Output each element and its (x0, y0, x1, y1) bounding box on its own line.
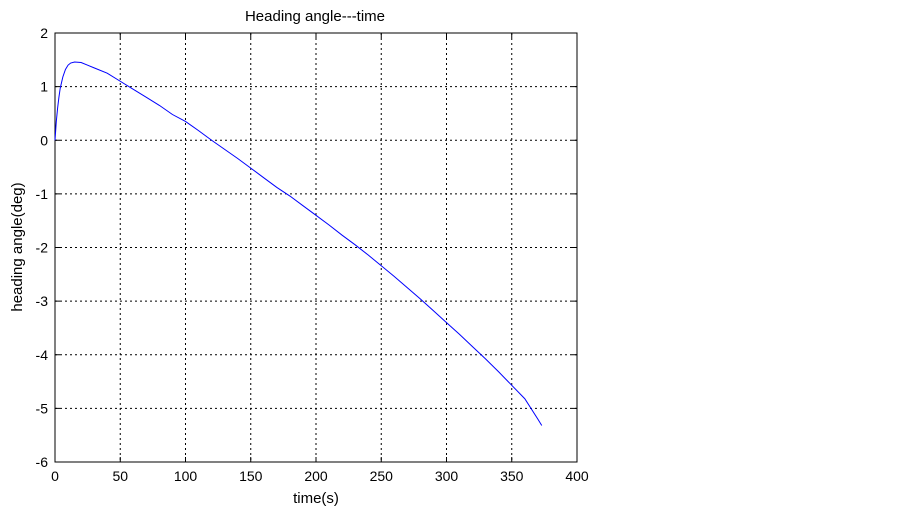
y-tick-label: 0 (40, 132, 48, 148)
x-tick-label: 250 (370, 468, 394, 484)
axis-ticks (54, 32, 578, 463)
series-layer (54, 61, 543, 426)
x-tick-label: 150 (239, 468, 263, 484)
x-tick-label: 300 (435, 468, 459, 484)
chart-title: Heading angle---time (245, 8, 385, 25)
x-tick-label: 350 (500, 468, 524, 484)
y-tick-label: -6 (36, 454, 49, 470)
y-tick-label: -2 (36, 240, 49, 256)
y-tick-label: 2 (40, 25, 48, 41)
x-tick-labels: 0 50 100 150 200 250 300 350 400 (51, 468, 589, 484)
y-tick-label: -3 (36, 293, 49, 309)
x-axis-label: time(s) (293, 490, 339, 507)
y-tick-label: -1 (36, 186, 49, 202)
series-line (54, 61, 543, 426)
x-tick-label: 200 (304, 468, 328, 484)
y-tick-label: 1 (40, 79, 48, 95)
y-axis-label: heading angle(deg) (9, 182, 26, 311)
x-tick-label: 400 (565, 468, 589, 484)
x-tick-label: 50 (112, 468, 128, 484)
y-tick-label: -4 (36, 347, 49, 363)
y-tick-labels: -6 -5 -4 -3 -2 -1 0 1 2 (36, 25, 49, 470)
grid (55, 33, 577, 462)
x-tick-label: 0 (51, 468, 59, 484)
x-tick-label: 100 (174, 468, 198, 484)
y-tick-label: -5 (36, 400, 49, 416)
